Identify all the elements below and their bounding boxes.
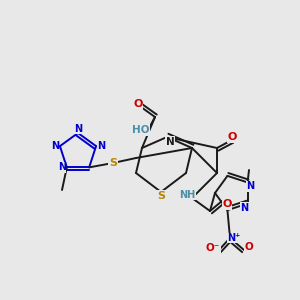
- Text: N: N: [97, 141, 105, 151]
- Text: O: O: [227, 132, 237, 142]
- Text: N⁺: N⁺: [227, 233, 241, 243]
- Text: N: N: [74, 124, 82, 134]
- Text: S: S: [157, 191, 165, 201]
- Text: HO: HO: [132, 125, 150, 135]
- Text: N: N: [247, 182, 255, 191]
- Text: O: O: [133, 99, 143, 109]
- Text: S: S: [109, 158, 117, 168]
- Text: O: O: [222, 199, 232, 209]
- Text: N: N: [241, 202, 249, 213]
- Text: NH: NH: [179, 190, 195, 200]
- Text: O⁻: O⁻: [206, 243, 220, 253]
- Text: N: N: [58, 162, 66, 172]
- Text: O: O: [244, 242, 253, 252]
- Text: N: N: [166, 137, 174, 147]
- Text: N: N: [51, 141, 59, 151]
